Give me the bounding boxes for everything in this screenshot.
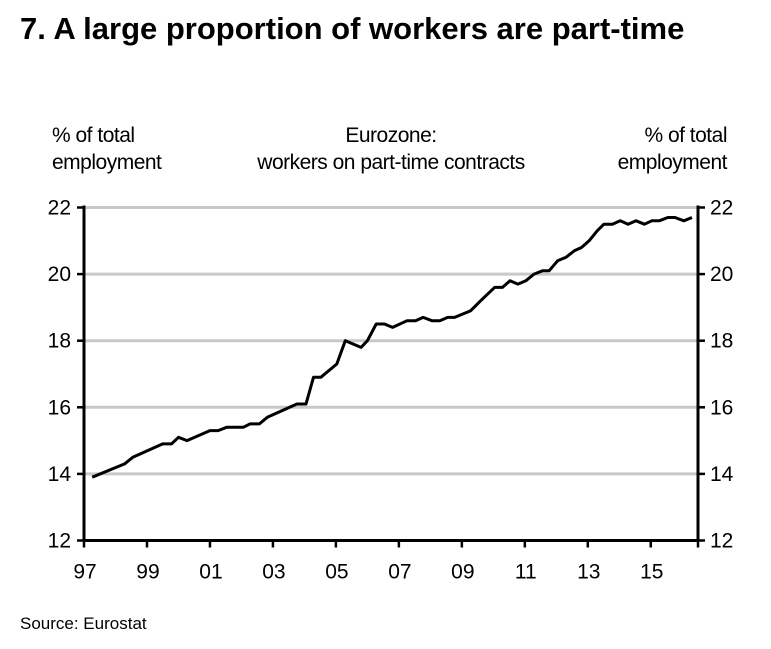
- x-tick-label: 13: [577, 561, 600, 584]
- y-tick-label-right: 16: [710, 396, 733, 419]
- series-line: [91, 216, 693, 479]
- right-axis-label: % of total employment: [617, 122, 728, 176]
- x-tick-label: 05: [325, 561, 348, 584]
- y-tick-label-left: 14: [48, 463, 72, 486]
- subtitle-line: Eurozone:: [345, 124, 437, 147]
- x-tick-label: 11: [515, 561, 537, 584]
- y-tick-label-right: 20: [710, 263, 733, 286]
- source-note: Source: Eurostat: [20, 614, 147, 633]
- y-tick-label-left: 12: [48, 530, 71, 553]
- x-tick-label: 09: [451, 561, 474, 584]
- right-axis-label-line: employment: [617, 151, 728, 174]
- x-tick-label: 97: [73, 561, 96, 584]
- y-tick-label-left: 16: [48, 396, 71, 419]
- x-tick-label: 01: [199, 561, 222, 584]
- y-tick-label-left: 20: [48, 263, 71, 286]
- y-tick-label-right: 14: [710, 463, 734, 486]
- x-tick-label: 07: [388, 561, 411, 584]
- chart-subtitle: Eurozone: workers on part-time contracts: [236, 122, 546, 176]
- left-axis-label: % of total employment: [52, 122, 162, 176]
- x-tick-label: 15: [640, 561, 663, 584]
- subtitle-line: workers on part-time contracts: [257, 151, 525, 174]
- y-tick-label-right: 22: [710, 197, 733, 220]
- chart-title: 7. A large proportion of workers are par…: [20, 11, 685, 46]
- left-axis-label-line: % of total: [52, 124, 135, 147]
- left-axis-label-line: employment: [52, 151, 162, 174]
- y-tick-label-right: 12: [710, 530, 733, 553]
- right-axis-label-line: % of total: [644, 124, 727, 147]
- y-tick-label-left: 18: [48, 330, 71, 353]
- x-tick-label: 03: [262, 561, 285, 584]
- y-tick-label-left: 22: [48, 197, 71, 220]
- x-tick-label: 99: [136, 561, 159, 584]
- y-tick-label-right: 18: [710, 330, 733, 353]
